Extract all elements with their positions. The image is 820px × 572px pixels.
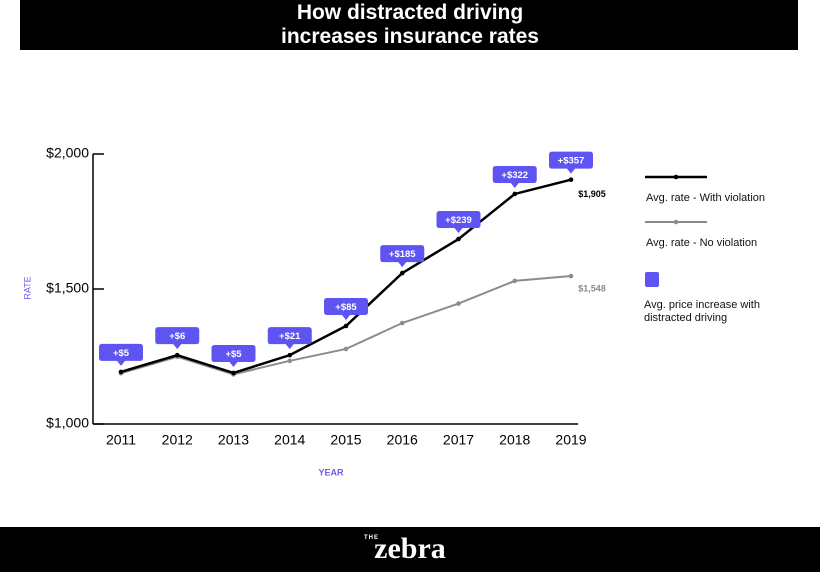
x-tick-label: 2013	[218, 432, 249, 448]
y-tick-label: $1,000	[46, 415, 89, 431]
brand: zebra	[374, 532, 446, 565]
increase-label: +$5	[113, 348, 130, 359]
increase-label: +$6	[169, 331, 185, 342]
legend-swatch	[645, 272, 659, 287]
data-point	[174, 352, 180, 358]
increase-callout	[99, 343, 143, 366]
increase-callout	[492, 165, 537, 188]
data-point	[343, 346, 349, 352]
x-tick-label: 2015	[330, 432, 361, 448]
increase-callout	[155, 327, 200, 350]
data-point	[118, 369, 124, 375]
increase-callout	[324, 297, 368, 320]
increase-label: +$185	[389, 249, 416, 260]
data-point	[399, 270, 405, 276]
data-point	[512, 191, 518, 197]
data-label: $1,548	[578, 283, 606, 293]
legend-label: Avg. rate - With violation	[646, 192, 766, 204]
legend-dot	[673, 219, 679, 225]
increase-callout	[549, 151, 593, 174]
data-point	[399, 320, 405, 326]
data-point	[568, 177, 574, 182]
y-tick-label: $2,000	[46, 145, 89, 161]
increase-label: +$357	[558, 156, 585, 167]
data-point	[287, 352, 293, 358]
data-point	[456, 236, 461, 242]
increase-label: +$322	[501, 170, 528, 181]
x-tick-label: 2017	[443, 432, 474, 448]
increase-callout	[380, 245, 425, 268]
x-tick-label: 2014	[274, 432, 305, 448]
x-tick-label: 2016	[387, 432, 418, 448]
data-point	[287, 358, 293, 364]
increase-callout	[211, 344, 256, 367]
increase-label: +$21	[279, 331, 301, 342]
x-tick-label: 2011	[106, 432, 136, 448]
data-point	[343, 323, 349, 329]
data-point	[568, 273, 574, 279]
data-point	[512, 278, 518, 284]
x-axis-label: YEAR	[318, 467, 344, 477]
x-tick-label: 2019	[555, 432, 586, 448]
brand-prefix: THE	[364, 535, 379, 541]
increase-callout	[436, 211, 481, 234]
footer	[0, 527, 820, 572]
legend-dot	[673, 174, 679, 180]
legend-label: Avg. price increase with distracted driv…	[644, 299, 760, 324]
data-point	[231, 370, 236, 376]
increase-callout	[267, 327, 312, 350]
title-bar	[20, 0, 798, 50]
chart-title: How distracted driving increases insuran…	[281, 1, 539, 48]
data-label: $1,905	[578, 189, 606, 199]
x-tick-label: 2012	[162, 432, 193, 448]
data-point	[456, 301, 461, 306]
y-tick-label: $1,500	[46, 280, 89, 296]
increase-label: +$85	[335, 302, 357, 313]
increase-label: +$239	[445, 215, 472, 226]
x-tick-label: 2018	[499, 432, 530, 448]
y-axis-label: RATE	[22, 276, 32, 299]
legend-label: Avg. rate - No violation	[646, 237, 758, 249]
increase-label: +$5	[225, 349, 242, 360]
